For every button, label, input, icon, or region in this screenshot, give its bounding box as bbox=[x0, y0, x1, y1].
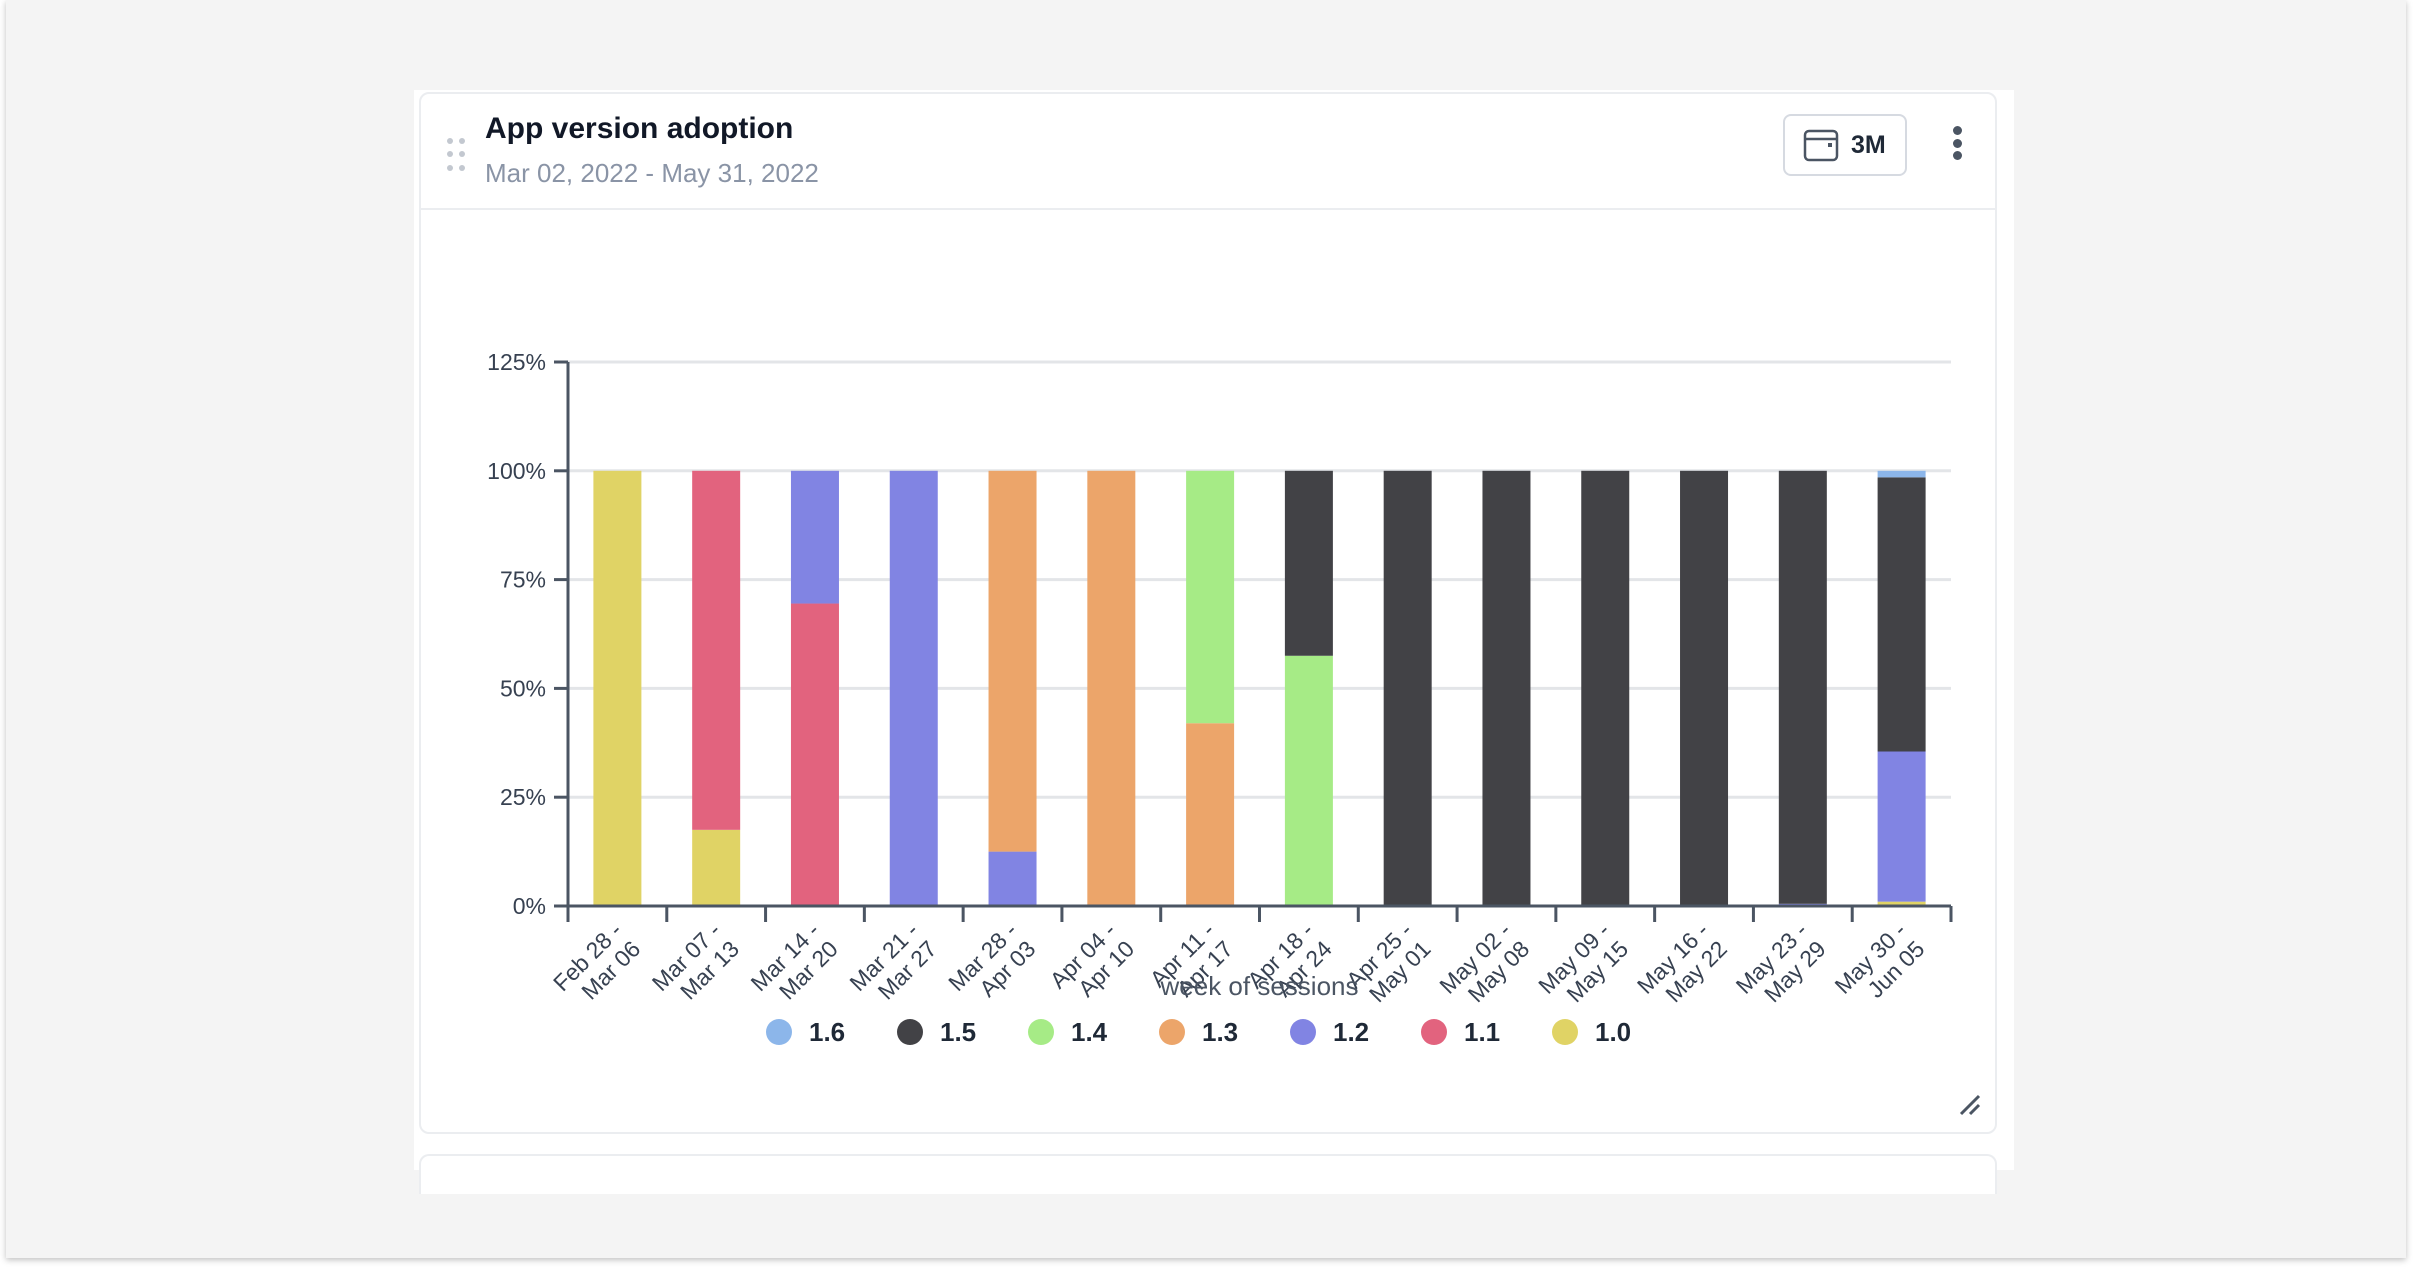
bar-segment-1-5 bbox=[1680, 470, 1729, 906]
dashboard-panel: App version adoption Mar 02, 2022 - May … bbox=[414, 90, 2014, 1194]
y-tick-label: 75% bbox=[500, 567, 546, 593]
date-range-button[interactable]: 3M bbox=[1783, 114, 1907, 176]
x-tick-label: Mar 21 -Mar 27 bbox=[844, 917, 941, 1014]
x-tick-label: Mar 28 -Apr 03 bbox=[943, 917, 1040, 1014]
y-tick-label: 125% bbox=[487, 349, 546, 375]
bar-segment-1-1 bbox=[692, 470, 741, 830]
legend-swatch bbox=[1421, 1019, 1447, 1045]
bar-segment-1-0 bbox=[593, 470, 642, 906]
bar-segment-1-3 bbox=[1186, 723, 1235, 906]
bar-segment-1-5 bbox=[1383, 470, 1432, 906]
card-title: App version adoption bbox=[485, 112, 794, 145]
y-tick-label: 100% bbox=[487, 458, 546, 484]
legend-swatch bbox=[897, 1019, 923, 1045]
legend-label: 1.4 bbox=[1071, 1017, 1108, 1047]
chart-card: App version adoption Mar 02, 2022 - May … bbox=[419, 92, 1997, 1134]
bar-segment-1-5 bbox=[1778, 470, 1827, 904]
x-tick-label: Feb 28 -Mar 06 bbox=[548, 917, 645, 1014]
x-tick-label: Mar 14 -Mar 20 bbox=[746, 917, 843, 1014]
drag-handle-icon[interactable] bbox=[447, 138, 465, 172]
bar-segment-1-2 bbox=[988, 851, 1037, 906]
card-header: App version adoption Mar 02, 2022 - May … bbox=[421, 94, 1995, 210]
legend-label: 1.2 bbox=[1333, 1017, 1369, 1047]
screen-background: App version adoption Mar 02, 2022 - May … bbox=[6, 0, 2406, 1258]
bar-segment-1-5 bbox=[1482, 470, 1531, 906]
bar-segment-1-6 bbox=[1877, 470, 1926, 478]
legend-label: 1.6 bbox=[809, 1017, 845, 1047]
bar-segment-1-5 bbox=[1877, 477, 1926, 752]
bar-segment-1-5 bbox=[1284, 470, 1333, 656]
bar-segment-1-0 bbox=[692, 829, 741, 906]
card-date-range: Mar 02, 2022 - May 31, 2022 bbox=[485, 158, 819, 188]
x-tick-label: May 16 -May 22 bbox=[1632, 917, 1732, 1017]
legend-label: 1.5 bbox=[940, 1017, 976, 1047]
stacked-bar-chart: 0% 25% 50% 75% 100% 125% Feb 28 -Mar 06 Mar 07 … bbox=[487, 349, 1953, 1047]
legend-swatch bbox=[1159, 1019, 1185, 1045]
x-tick-label: May 09 -May 15 bbox=[1533, 917, 1633, 1017]
bar-segment-1-4 bbox=[1186, 470, 1235, 724]
resize-icon[interactable] bbox=[1957, 1092, 1983, 1118]
calendar-icon bbox=[1803, 129, 1839, 162]
bar-segment-1-2 bbox=[889, 470, 938, 906]
legend-label: 1.0 bbox=[1595, 1017, 1631, 1047]
x-tick-label: May 30 -Jun 05 bbox=[1829, 917, 1929, 1017]
bar-segment-1-5 bbox=[1581, 470, 1630, 906]
y-tick-label: 25% bbox=[500, 784, 546, 810]
bar-segment-1-3 bbox=[1087, 470, 1136, 906]
x-tick-label: Mar 07 -Mar 13 bbox=[647, 917, 744, 1014]
legend-label: 1.3 bbox=[1202, 1017, 1238, 1047]
bar-segment-1-0 bbox=[1877, 901, 1926, 906]
bar-segment-1-1 bbox=[790, 603, 839, 906]
chart-area: 0% 25% 50% 75% 100% 125% Feb 28 -Mar 06 Mar 07 … bbox=[421, 212, 1995, 1112]
date-range-label: 3M bbox=[1851, 130, 1886, 159]
bar-segment-1-3 bbox=[988, 470, 1037, 852]
x-tick-label: May 02 -May 08 bbox=[1434, 917, 1534, 1017]
x-axis-title: week of sessions bbox=[1160, 971, 1359, 1001]
legend-swatch bbox=[1290, 1019, 1316, 1045]
y-tick-label: 0% bbox=[513, 893, 546, 919]
bar-segment-1-2 bbox=[790, 470, 839, 604]
legend-label: 1.1 bbox=[1464, 1017, 1500, 1047]
more-options-icon[interactable] bbox=[1945, 120, 1969, 166]
legend-swatch bbox=[1028, 1019, 1054, 1045]
bar-segment-1-2 bbox=[1877, 751, 1926, 902]
bar-segment-1-4 bbox=[1284, 655, 1333, 906]
legend-swatch bbox=[1552, 1019, 1578, 1045]
next-card bbox=[419, 1154, 1997, 1194]
x-tick-label: Apr 04 -Apr 10 bbox=[1045, 917, 1140, 1012]
y-tick-label: 50% bbox=[500, 675, 546, 701]
legend-swatch bbox=[766, 1019, 792, 1045]
x-tick-label: May 23 -May 29 bbox=[1731, 917, 1831, 1017]
